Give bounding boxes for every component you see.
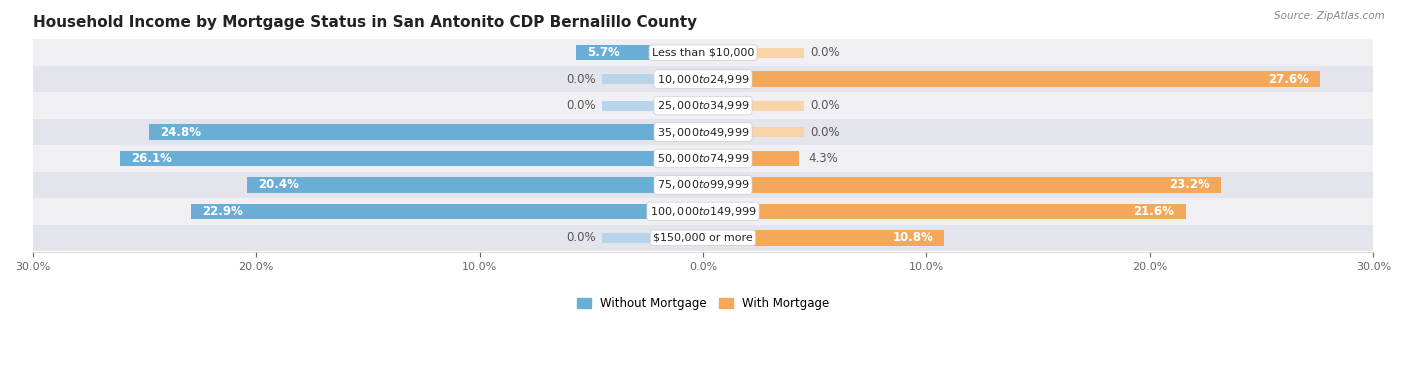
Legend: Without Mortgage, With Mortgage: Without Mortgage, With Mortgage (572, 293, 834, 315)
Bar (703, 230, 945, 245)
Bar (602, 74, 703, 84)
Bar (575, 45, 703, 60)
Text: $100,000 to $149,999: $100,000 to $149,999 (650, 205, 756, 218)
Text: 0.0%: 0.0% (567, 99, 596, 112)
Bar (247, 177, 703, 193)
Text: 0.0%: 0.0% (567, 231, 596, 244)
Bar (602, 233, 703, 243)
Text: 10.8%: 10.8% (893, 231, 934, 244)
Text: $10,000 to $24,999: $10,000 to $24,999 (657, 73, 749, 86)
Text: 0.0%: 0.0% (810, 99, 839, 112)
Bar (703, 151, 799, 166)
Bar (703, 48, 804, 58)
Text: 5.7%: 5.7% (586, 46, 620, 59)
Bar (32, 66, 1374, 92)
Text: $150,000 or more: $150,000 or more (654, 233, 752, 243)
Text: $35,000 to $49,999: $35,000 to $49,999 (657, 126, 749, 138)
Text: 24.8%: 24.8% (160, 126, 201, 138)
Text: $75,000 to $99,999: $75,000 to $99,999 (657, 178, 749, 192)
Text: 26.1%: 26.1% (131, 152, 172, 165)
Bar (32, 119, 1374, 145)
Text: $25,000 to $34,999: $25,000 to $34,999 (657, 99, 749, 112)
Bar (703, 72, 1320, 87)
Text: $50,000 to $74,999: $50,000 to $74,999 (657, 152, 749, 165)
Text: 22.9%: 22.9% (202, 205, 243, 218)
Text: 0.0%: 0.0% (810, 126, 839, 138)
Bar (32, 145, 1374, 172)
Text: 0.0%: 0.0% (810, 46, 839, 59)
Bar (703, 101, 804, 110)
Text: 20.4%: 20.4% (259, 178, 299, 192)
Text: 27.6%: 27.6% (1268, 73, 1309, 86)
Bar (602, 101, 703, 110)
Text: Household Income by Mortgage Status in San Antonito CDP Bernalillo County: Household Income by Mortgage Status in S… (32, 15, 697, 30)
Text: Less than $10,000: Less than $10,000 (652, 48, 754, 58)
Bar (703, 177, 1222, 193)
Bar (32, 92, 1374, 119)
Bar (120, 151, 703, 166)
Bar (191, 204, 703, 219)
Text: 0.0%: 0.0% (567, 73, 596, 86)
Bar (703, 127, 804, 137)
Text: 23.2%: 23.2% (1170, 178, 1211, 192)
Bar (32, 198, 1374, 225)
Bar (32, 225, 1374, 251)
Bar (32, 172, 1374, 198)
Bar (149, 124, 703, 140)
Text: Source: ZipAtlas.com: Source: ZipAtlas.com (1274, 11, 1385, 21)
Bar (703, 204, 1185, 219)
Text: 4.3%: 4.3% (808, 152, 838, 165)
Text: 21.6%: 21.6% (1133, 205, 1174, 218)
Bar (32, 40, 1374, 66)
